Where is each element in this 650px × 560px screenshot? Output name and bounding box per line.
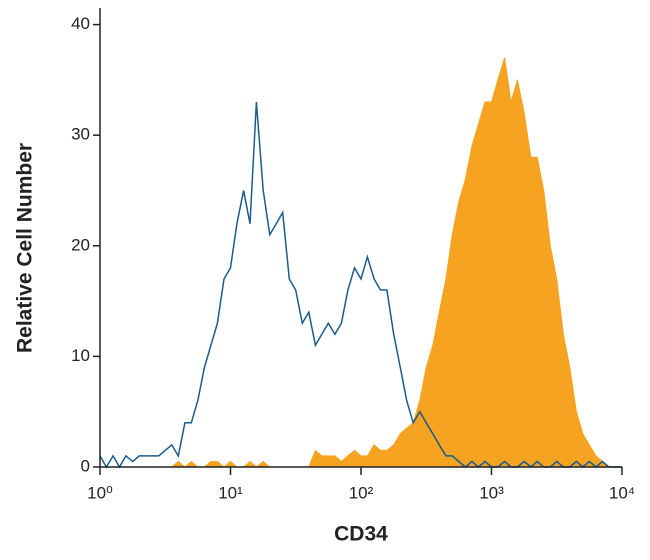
x-axis-title: CD34 (334, 523, 388, 546)
y-tick-label: 10 (71, 346, 90, 365)
histogram-outline (99, 101, 622, 469)
x-tick-label: 10⁰ (87, 483, 113, 502)
histogram-area (100, 57, 622, 468)
y-tick-label: 30 (71, 125, 90, 144)
y-tick-label: 20 (71, 235, 90, 254)
x-tick-label: 10¹ (218, 483, 243, 502)
x-tick-label: 10⁴ (609, 483, 635, 502)
y-axis-title: Relative Cell Number (14, 143, 37, 353)
y-tick-label: 0 (81, 456, 90, 475)
y-tick-label: 40 (71, 14, 90, 33)
x-tick-label: 10² (349, 483, 374, 502)
x-tick-label: 10³ (479, 483, 504, 502)
